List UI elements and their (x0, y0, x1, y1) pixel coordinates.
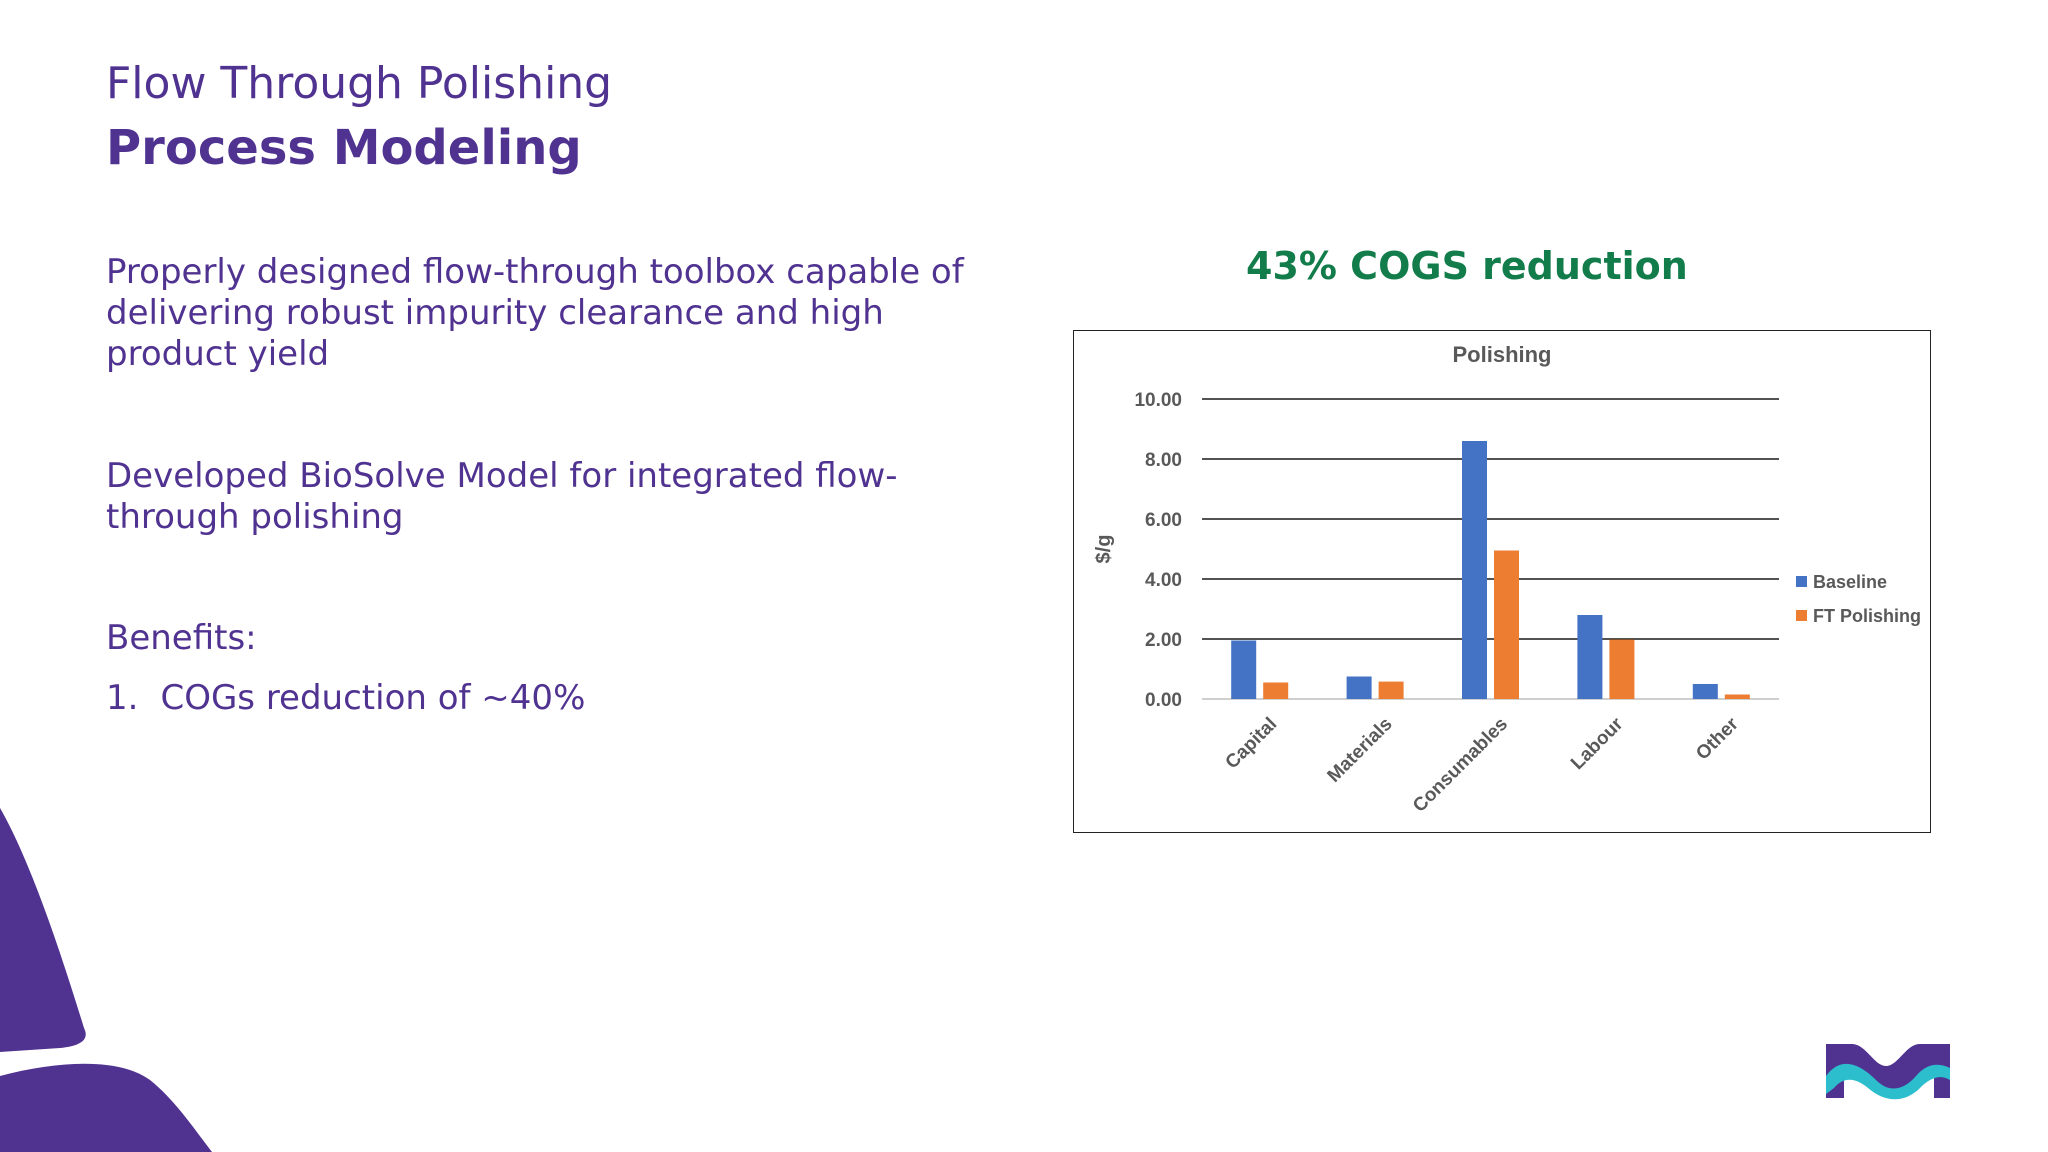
chart-title: Polishing (1453, 342, 1552, 367)
bar-ft-polishing-materials (1378, 681, 1404, 699)
y-tick-label: 6.00 (1145, 510, 1182, 531)
paragraph-toolbox: Properly designed flow-through toolbox c… (106, 252, 964, 374)
y-tick-label: 10.00 (1134, 390, 1182, 411)
bar-chart: Polishing $/g 0.002.004.006.008.0010.00 … (1093, 342, 1921, 817)
bar-ft-polishing-capital (1263, 682, 1289, 699)
x-tick-label: Capital (1222, 714, 1282, 774)
bar-baseline-labour (1577, 615, 1603, 699)
legend-swatch (1796, 576, 1807, 587)
y-tick-label: 0.00 (1145, 690, 1182, 711)
y-tick-label: 8.00 (1145, 450, 1182, 471)
paragraph-biosolve: Developed BioSolve Model for integrated … (106, 456, 898, 537)
x-tick-label: Consumables (1409, 714, 1512, 817)
slide-title: Flow Through Polishing (106, 58, 613, 109)
cogs-callout: 43% COGS reduction (1246, 244, 1688, 288)
bar-baseline-materials (1346, 676, 1372, 699)
y-tick-label: 4.00 (1145, 570, 1182, 591)
brand-logo (1826, 1044, 1950, 1100)
bar-ft-polishing-labour (1609, 639, 1635, 699)
bar-baseline-capital (1231, 640, 1257, 699)
benefit-text: COGs reduction of ~40% (160, 678, 586, 718)
x-tick-label: Materials (1324, 714, 1397, 787)
legend-label: FT Polishing (1813, 606, 1921, 626)
decorative-shapes (0, 808, 212, 1152)
benefit-number: 1. (106, 678, 139, 718)
bar-baseline-other (1692, 684, 1718, 699)
chart-frame: Polishing $/g 0.00 2.00 4.00 6.00 8.00 10.00 … (1073, 330, 1931, 833)
slide-subtitle: Process Modeling (106, 120, 582, 176)
bar-ft-polishing-other (1724, 694, 1750, 699)
benefits-heading: Benefits: (106, 618, 257, 658)
legend-label: Baseline (1813, 572, 1887, 592)
x-tick-label: Labour (1567, 713, 1628, 774)
x-tick-label: Other (1692, 713, 1743, 764)
y-tick-label: 2.00 (1145, 630, 1182, 651)
benefit-item: 1. COGs reduction of ~40% (106, 678, 966, 719)
bar-ft-polishing-consumables (1494, 550, 1519, 699)
legend-swatch (1796, 610, 1807, 621)
bar-baseline-consumables (1462, 441, 1487, 699)
y-axis-label: $/g (1093, 535, 1115, 564)
